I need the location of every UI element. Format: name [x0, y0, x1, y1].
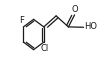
Text: O: O — [72, 5, 79, 14]
Text: F: F — [19, 16, 24, 25]
Text: Cl: Cl — [41, 45, 49, 53]
Text: HO: HO — [84, 22, 97, 31]
